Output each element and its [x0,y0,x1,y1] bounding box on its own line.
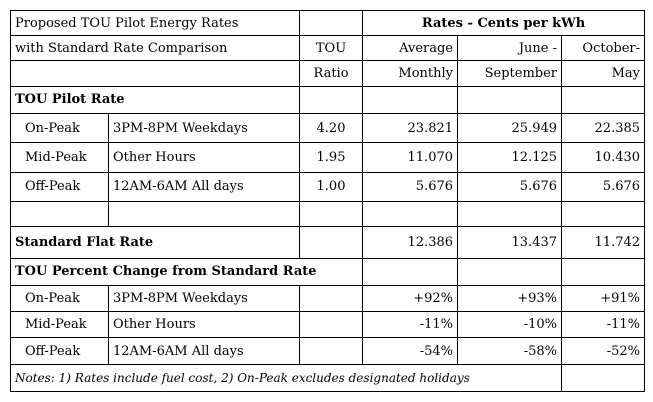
jun-change: -58% [457,337,563,365]
notes-row: Notes: 1) Rates include fuel cost, 2) On… [9,363,646,393]
header-row-1: Proposed TOU Pilot Energy Rates Rates - … [9,9,646,37]
table-row: Mid-Peak Other Hours 1.95 11.070 12.125 … [10,142,646,173]
table-title-line-2: with Standard Rate Comparison [9,35,301,62]
header-row-3: Ratio Monthly September May [9,60,646,87]
oct-change: -11% [561,311,646,339]
section-tou-pilot: TOU Pilot Rate [9,85,646,114]
standard-avg: 12.386 [362,226,459,259]
oct-header-line-1: October- [561,35,646,62]
ratio-header-label: Ratio [299,60,364,87]
standard-jun: 13.437 [457,226,563,259]
jun-change: +93% [457,284,563,313]
tou-header-blank [299,9,364,37]
oct-change: -52% [561,337,646,365]
period-label: Mid-Peak [10,142,109,173]
hours-label: 3PM-8PM Weekdays [107,112,301,144]
avg-rate: 23.821 [362,112,459,144]
period-label: On-Peak [10,112,109,144]
header-blank [9,60,301,87]
period-label: Off-Peak [10,171,109,202]
jun-rate: 25.949 [457,112,563,144]
avg-rate: 11.070 [362,142,459,173]
avg-change: -11% [362,311,459,339]
standard-rate-row: Standard Flat Rate 12.386 13.437 11.742 [9,226,646,259]
oct-rate: 10.430 [561,142,646,173]
tou-header-label: TOU [299,35,364,62]
oct-rate: 22.385 [561,112,646,144]
tou-ratio: 4.20 [299,112,364,144]
section-title-change: TOU Percent Change from Standard Rate [9,257,364,286]
avg-change: +92% [362,284,459,313]
rates-table: Proposed TOU Pilot Energy Rates Rates - … [9,9,646,393]
jun-header-line-1: June - [457,35,563,62]
tou-ratio: 1.00 [299,171,364,202]
rates-group-header: Rates - Cents per kWh [362,9,646,37]
table-row: On-Peak 3PM-8PM Weekdays 4.20 23.821 25.… [10,112,646,144]
section-change: TOU Percent Change from Standard Rate [9,257,646,286]
tou-ratio: 1.95 [299,142,364,173]
table-row: Off-Peak 12AM-6AM All days 1.00 5.676 5.… [10,171,646,202]
section-title-tou-pilot: TOU Pilot Rate [9,85,301,114]
oct-change: +91% [561,284,646,313]
hours-label: 12AM-6AM All days [107,337,301,365]
oct-header-line-2: May [561,60,646,87]
oct-rate: 5.676 [561,171,646,202]
period-label: On-Peak [10,284,109,313]
hours-label: Other Hours [107,311,301,339]
period-label: Mid-Peak [10,311,109,339]
standard-oct: 11.742 [561,226,646,259]
header-row-2: with Standard Rate Comparison TOU Averag… [9,35,646,62]
hours-label: Other Hours [107,142,301,173]
section-title-standard: Standard Flat Rate [9,226,301,259]
table-row: Off-Peak 12AM-6AM All days -54% -58% -52… [10,337,646,365]
period-label: Off-Peak [10,337,109,365]
hours-label: 3PM-8PM Weekdays [107,284,301,313]
avg-change: -54% [362,337,459,365]
avg-rate: 5.676 [362,171,459,202]
table-row: On-Peak 3PM-8PM Weekdays +92% +93% +91% [10,284,646,313]
notes-text: Notes: 1) Rates include fuel cost, 2) On… [9,363,563,393]
avg-header-line-3: Monthly [362,60,459,87]
jun-header-line-2: September [457,60,563,87]
avg-header-line-2: Average [362,35,459,62]
hours-label: 12AM-6AM All days [107,171,301,202]
table-row: Mid-Peak Other Hours -11% -10% -11% [10,311,646,339]
jun-rate: 12.125 [457,142,563,173]
spacer-row [10,200,646,228]
jun-rate: 5.676 [457,171,563,202]
jun-change: -10% [457,311,563,339]
table-title-line-1: Proposed TOU Pilot Energy Rates [9,9,301,37]
